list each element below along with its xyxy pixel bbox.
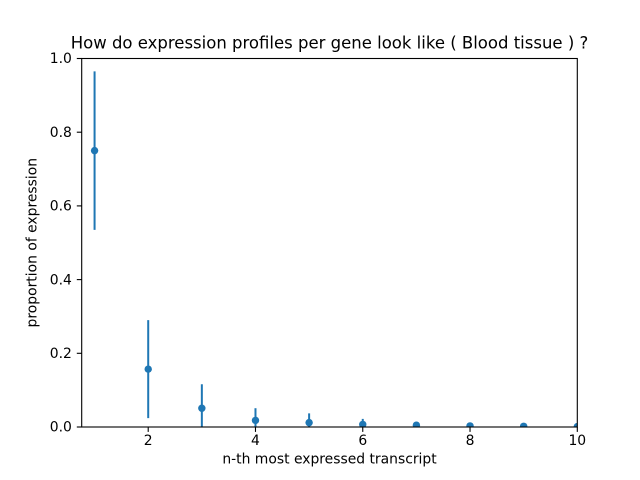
data-point [519,422,528,427]
y-tick-label: 0.2 [50,346,72,362]
x-tick-label: 8 [466,433,475,449]
data-point [305,418,313,427]
y-tick-label: 0.4 [50,272,72,288]
data-point [412,421,421,427]
data-point [466,422,474,427]
y-tick-label: 0.0 [50,420,72,436]
x-tick-label: 4 [251,433,260,449]
data-point [90,146,99,155]
chart-title: How do expression profiles per gene look… [71,34,589,53]
data-point [144,365,152,373]
data-point [198,404,206,412]
data-series [90,71,578,427]
x-tick-label: 10 [568,433,586,449]
data-point [573,422,578,427]
y-tick-label: 1.0 [50,51,72,67]
axis-ticks: 2 4 6 8 10 0.0 0.2 0.4 0.6 0.8 1.0 [50,51,586,449]
x-tick-label: 2 [144,433,153,449]
data-point [251,416,260,425]
data-point [359,420,367,427]
plot-border [81,57,578,428]
y-tick-label: 0.6 [50,199,72,215]
x-axis-label: n-th most expressed transcript [222,452,437,468]
y-axis-label: proportion of expression [25,158,41,328]
x-tick-label: 6 [358,433,367,449]
y-tick-label: 0.8 [50,125,72,141]
